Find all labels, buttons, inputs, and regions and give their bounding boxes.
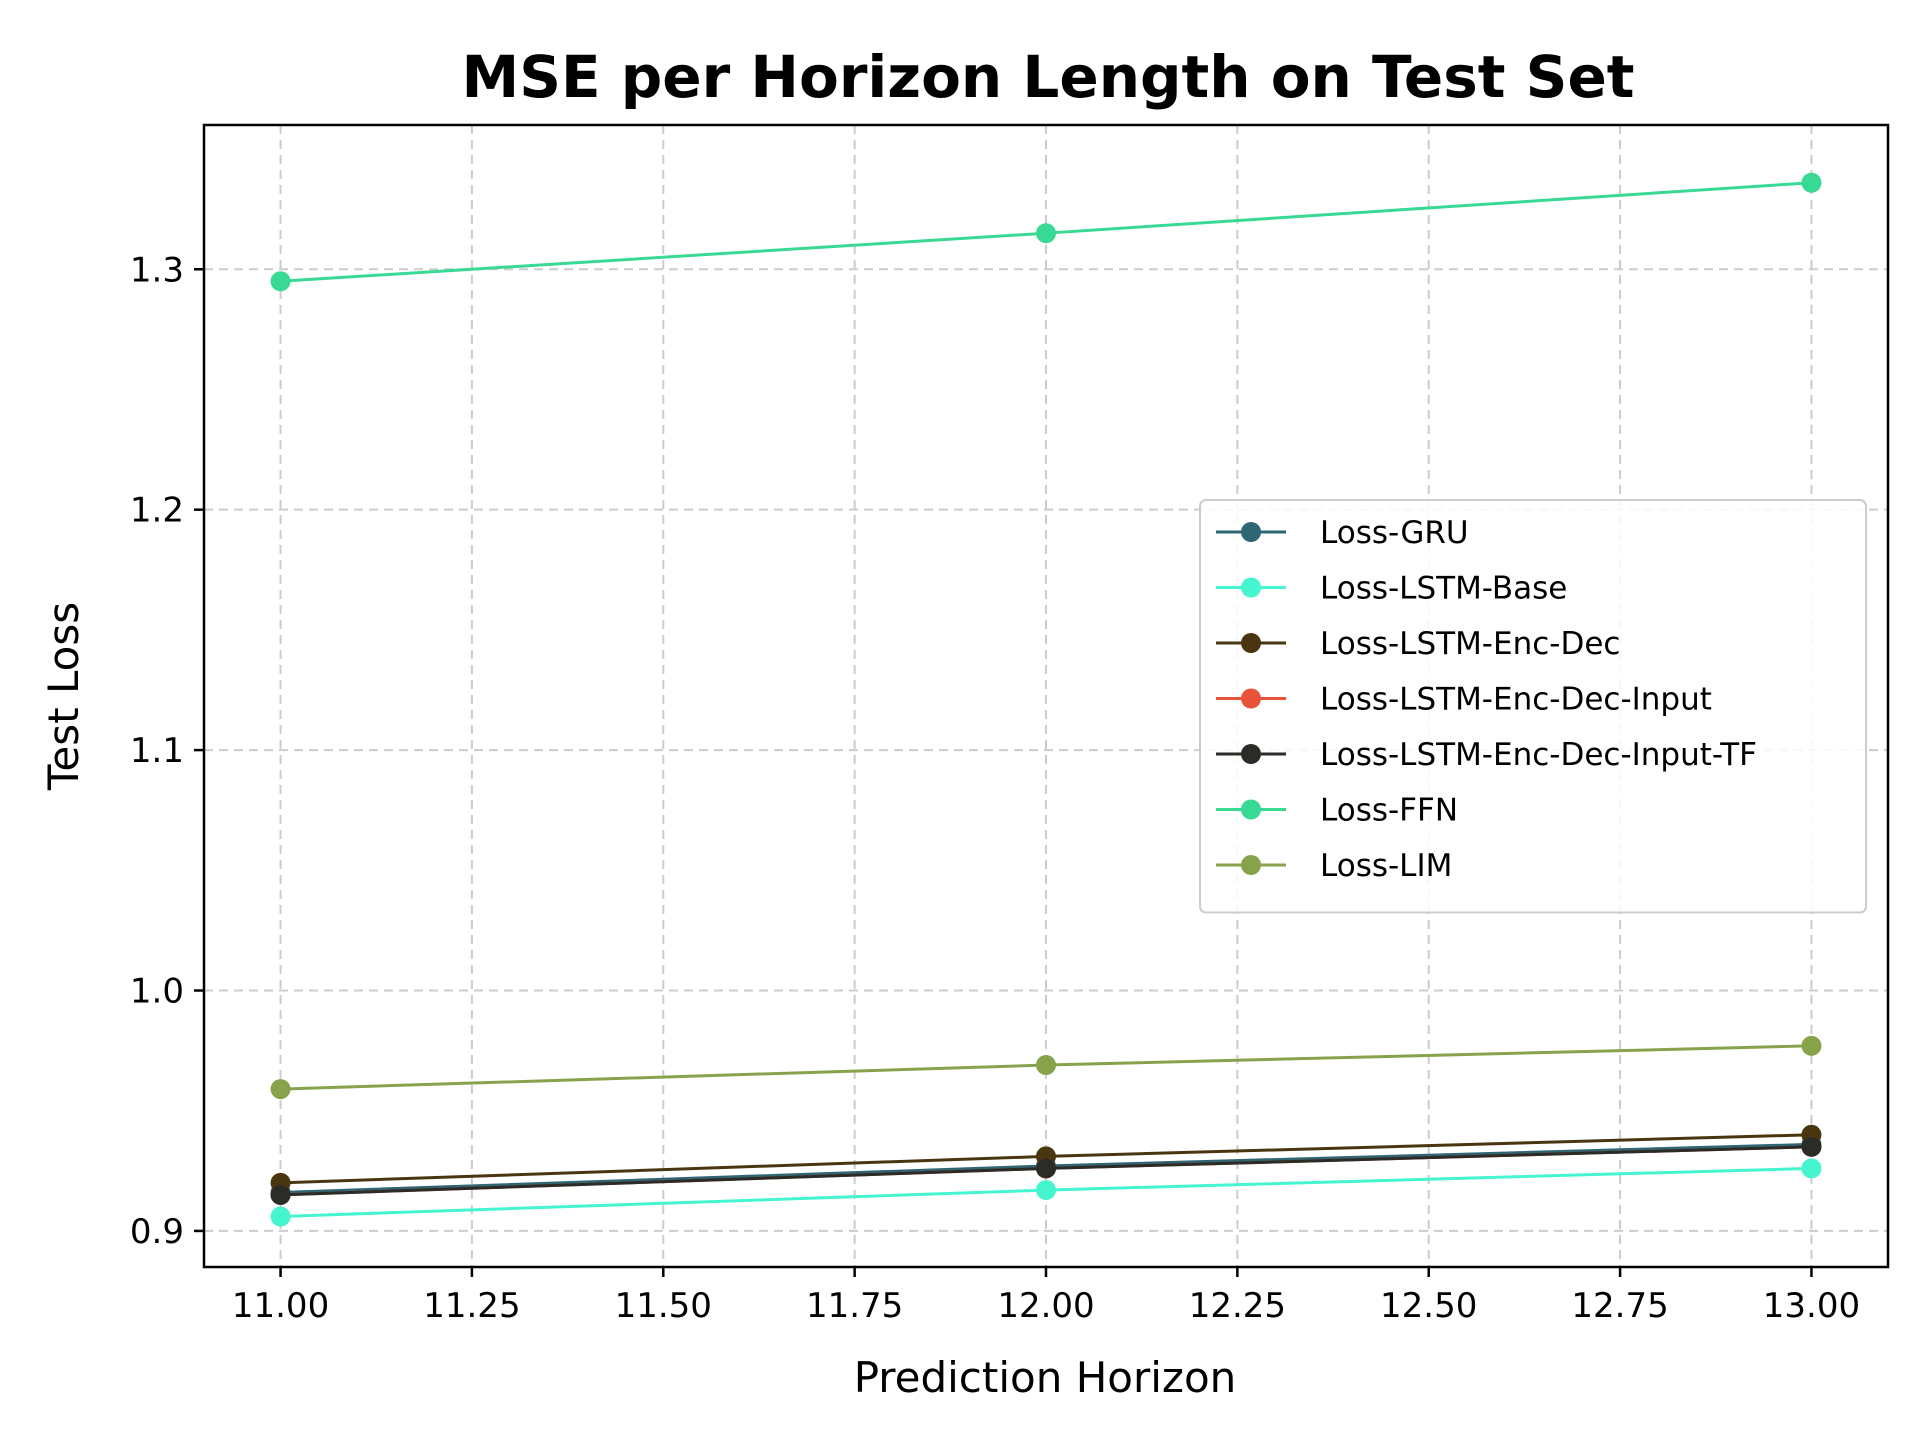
legend-marker	[1241, 522, 1261, 542]
x-tick-label: 12.50	[1380, 1286, 1477, 1326]
legend-label: Loss-LIM	[1320, 848, 1452, 884]
legend-entry: Loss-GRU	[1216, 515, 1469, 551]
legend-box	[1199, 499, 1867, 914]
series-layer	[270, 172, 1822, 1227]
legend-marker	[1241, 577, 1261, 598]
x-tick-label: 12.75	[1571, 1286, 1668, 1326]
legend-entry: Loss-FFN	[1216, 793, 1458, 829]
y-axis-label: Test Loss	[39, 602, 88, 791]
legend-label: Loss-LSTM-Base	[1320, 571, 1567, 607]
legend-entry: Loss-LSTM-Enc-Dec-Input	[1216, 682, 1712, 718]
legend-marker	[1241, 688, 1261, 709]
y-tick-label: 1.2	[130, 491, 184, 531]
data-point	[1801, 1136, 1822, 1157]
legend-marker	[1241, 633, 1261, 653]
legend-entry: Loss-LSTM-Base	[1216, 571, 1567, 607]
y-tick-label: 1.3	[130, 250, 184, 290]
x-tick-label: 11.50	[615, 1286, 712, 1326]
legend-marker	[1241, 855, 1261, 875]
x-tick-label: 12.25	[1189, 1286, 1286, 1326]
legend-label: Loss-LSTM-Enc-Dec-Input-TF	[1320, 737, 1757, 773]
data-point	[1801, 1035, 1822, 1056]
x-tick-label: 11.75	[806, 1286, 903, 1326]
series-loss-ffn	[270, 172, 1822, 292]
legend-label: Loss-LSTM-Enc-Dec	[1320, 626, 1620, 662]
data-point	[270, 1206, 291, 1227]
legend: Loss-GRU Loss-LSTM-Base Loss-LSTM-Enc-Dec L…	[1199, 499, 1867, 914]
legend-label: Loss-GRU	[1320, 515, 1469, 551]
x-axis: 11.00 11.25 11.50 11.75 12.00 12.25 12.50 12.75…	[232, 1267, 1860, 1326]
x-tick-label: 11.25	[423, 1286, 520, 1326]
legend-label: Loss-LSTM-Enc-Dec-Input	[1320, 682, 1712, 718]
series-loss-lstm-base	[270, 1158, 1822, 1227]
data-point	[1801, 1158, 1822, 1179]
data-point	[1036, 223, 1056, 244]
x-tick-label: 11.00	[232, 1286, 329, 1326]
x-axis-label: Prediction Horizon	[854, 1353, 1237, 1402]
legend-marker	[1241, 799, 1261, 820]
legend-entry: Loss-LIM	[1216, 848, 1452, 884]
data-point	[1036, 1055, 1056, 1076]
data-point	[270, 1184, 291, 1205]
data-point	[1036, 1180, 1056, 1201]
x-tick-label: 12.00	[997, 1286, 1094, 1326]
x-tick-label: 13.00	[1763, 1286, 1860, 1326]
series-loss-lstm-enc-dec	[270, 1124, 1822, 1193]
y-tick-label: 0.9	[130, 1212, 184, 1252]
legend-entry: Loss-LSTM-Enc-Dec-Input-TF	[1216, 737, 1757, 773]
data-point	[1036, 1158, 1056, 1179]
y-tick-label: 1.0	[130, 972, 184, 1012]
data-point	[1801, 172, 1822, 193]
series-loss-lstm-enc-dec-input-tf	[270, 1136, 1822, 1205]
data-point	[270, 1079, 291, 1100]
legend-entry: Loss-LSTM-Enc-Dec	[1216, 626, 1620, 662]
legend-label: Loss-FFN	[1320, 793, 1458, 829]
legend-marker	[1241, 744, 1261, 764]
data-point	[270, 271, 291, 292]
chart-title: MSE per Horizon Length on Test Set	[461, 43, 1634, 111]
y-axis: 0.9 1.0 1.1 1.2 1.3	[130, 250, 204, 1252]
series-loss-lim	[270, 1035, 1822, 1100]
y-tick-label: 1.1	[130, 731, 184, 771]
